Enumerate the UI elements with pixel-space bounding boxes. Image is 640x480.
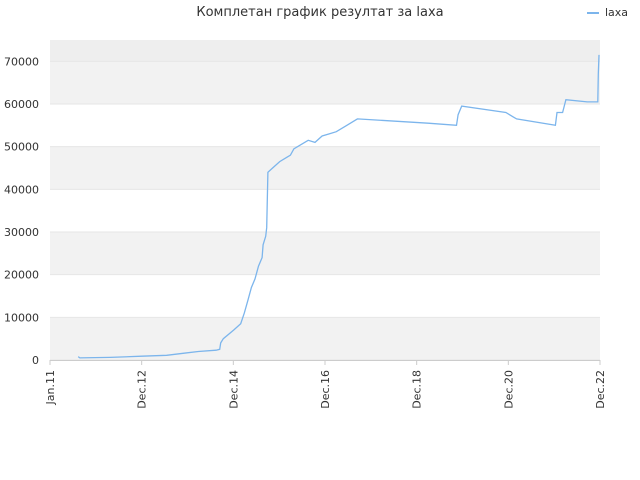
legend-line-icon xyxy=(586,11,599,14)
y-tick-label: 60000 xyxy=(4,98,39,111)
series-line-laxa[interactable] xyxy=(77,54,600,359)
plot-bands xyxy=(50,40,600,360)
legend[interactable]: laxa xyxy=(586,6,628,19)
y-tick-label: 70000 xyxy=(4,55,39,68)
plot-band xyxy=(50,317,600,360)
axes xyxy=(49,360,601,365)
y-axis-ticks: 0 10000 20000 30000 40000 50000 60000 70000 xyxy=(4,55,39,367)
x-tick-label: Dec.16 xyxy=(319,370,332,409)
y-tick-label: 20000 xyxy=(4,269,39,282)
x-tick-label: Jan.11 xyxy=(44,370,57,405)
plot-band xyxy=(50,40,600,62)
y-tick-label: 30000 xyxy=(4,226,39,239)
x-tick-label: Dec.12 xyxy=(136,370,149,409)
y-tick-label: 50000 xyxy=(4,141,39,154)
plot-band xyxy=(50,146,600,190)
x-axis-ticks: Jan.11 Dec.12 Dec.14 Dec.16 Dec.18 Dec.20 Dec.… xyxy=(44,370,607,409)
legend-label: laxa xyxy=(604,6,628,19)
y-tick-label: 40000 xyxy=(4,183,39,196)
y-tick-label: 0 xyxy=(32,354,39,367)
y-tick-label: 10000 xyxy=(4,311,39,324)
x-tick-label: Dec.14 xyxy=(227,370,240,409)
x-tick-label: Dec.18 xyxy=(411,370,424,409)
x-tick-label: Dec.20 xyxy=(502,370,515,409)
chart-title: Комплетан график резултат за laxa xyxy=(196,5,444,20)
grid-lines xyxy=(50,60,600,361)
x-tick-label: Dec.22 xyxy=(594,370,607,409)
plot-band xyxy=(50,232,600,275)
plot-band xyxy=(50,61,600,104)
